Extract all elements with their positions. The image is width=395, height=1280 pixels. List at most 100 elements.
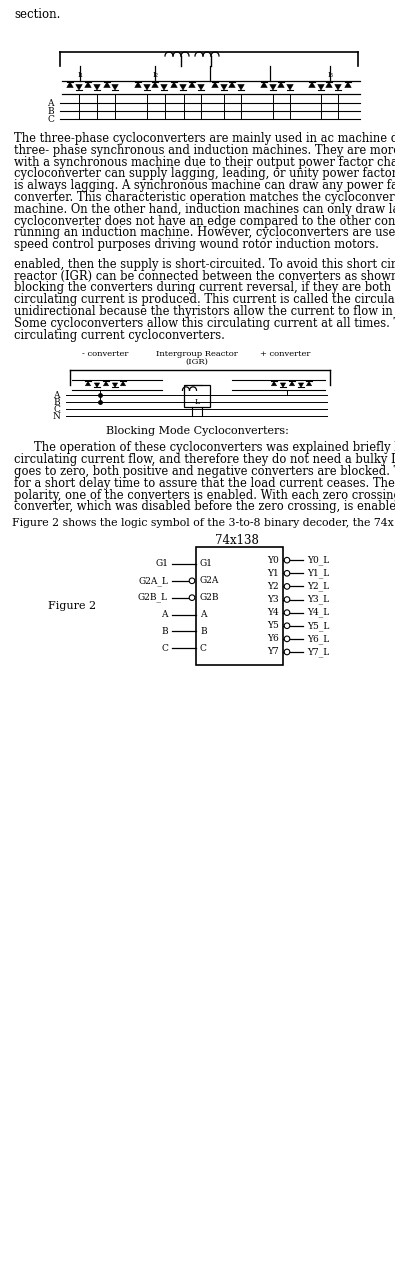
Polygon shape xyxy=(94,383,100,388)
Text: A: A xyxy=(53,390,60,399)
Polygon shape xyxy=(270,84,276,90)
Text: polarity, one of the converters is enabled. With each zero crossing of the curre: polarity, one of the converters is enabl… xyxy=(14,489,395,502)
Circle shape xyxy=(284,609,290,616)
Polygon shape xyxy=(161,84,167,90)
Polygon shape xyxy=(280,383,286,388)
Bar xyxy=(196,547,283,666)
Text: I₃: I₃ xyxy=(328,70,334,79)
Polygon shape xyxy=(85,381,90,385)
Text: Y3_L: Y3_L xyxy=(307,595,329,604)
Bar xyxy=(184,385,210,407)
Text: B: B xyxy=(47,106,54,115)
Circle shape xyxy=(284,596,290,603)
Text: Y6_L: Y6_L xyxy=(307,634,329,644)
Text: Y3: Y3 xyxy=(267,595,279,604)
Circle shape xyxy=(284,571,290,576)
Text: circulating current flow, and therefore they do not need a bulky IGR. When the c: circulating current flow, and therefore … xyxy=(14,453,395,466)
Text: Figure 2: Figure 2 xyxy=(48,602,96,611)
Text: B: B xyxy=(162,627,168,636)
Circle shape xyxy=(284,636,290,641)
Text: - converter: - converter xyxy=(82,351,128,358)
Polygon shape xyxy=(104,82,110,87)
Text: L: L xyxy=(194,398,199,406)
Polygon shape xyxy=(318,84,324,90)
Text: Figure 2 shows the logic symbol of the 3-to-8 binary decoder, the 74x138.: Figure 2 shows the logic symbol of the 3… xyxy=(12,518,395,529)
Text: Y1: Y1 xyxy=(267,568,279,577)
Text: G2A: G2A xyxy=(200,576,219,585)
Text: circulating current is produced. This current is called the circulating current.: circulating current is produced. This cu… xyxy=(14,293,395,306)
Text: for a short delay time to assure that the load current ceases. Then, depending o: for a short delay time to assure that th… xyxy=(14,476,395,490)
Circle shape xyxy=(284,649,290,655)
Text: Y0: Y0 xyxy=(267,556,279,564)
Text: G1: G1 xyxy=(200,559,213,568)
Polygon shape xyxy=(67,82,73,87)
Text: Y7_L: Y7_L xyxy=(307,648,329,657)
Text: Y7: Y7 xyxy=(267,648,279,657)
Polygon shape xyxy=(212,82,218,87)
Polygon shape xyxy=(298,383,304,388)
Text: section.: section. xyxy=(14,8,60,20)
Polygon shape xyxy=(261,82,267,87)
Polygon shape xyxy=(171,82,177,87)
Text: G1: G1 xyxy=(155,559,168,568)
Text: Blocking Mode Cycloconverters:: Blocking Mode Cycloconverters: xyxy=(105,426,288,436)
Text: G2A_L: G2A_L xyxy=(138,576,168,586)
Text: Y2: Y2 xyxy=(267,582,279,591)
Circle shape xyxy=(189,595,195,600)
Text: converter. This characteristic operation matches the cycloconverter to the synch: converter. This characteristic operation… xyxy=(14,191,395,204)
Text: The three-phase cycloconverters are mainly used in ac machine drive systems runn: The three-phase cycloconverters are main… xyxy=(14,132,395,145)
Polygon shape xyxy=(221,84,227,90)
Circle shape xyxy=(284,623,290,628)
Text: G2B_L: G2B_L xyxy=(138,593,168,603)
Circle shape xyxy=(284,584,290,589)
Text: circulating current cycloconverters.: circulating current cycloconverters. xyxy=(14,329,225,342)
Text: is always lagging. A synchronous machine can draw any power factor current from : is always lagging. A synchronous machine… xyxy=(14,179,395,192)
Polygon shape xyxy=(326,82,332,87)
Polygon shape xyxy=(113,383,118,388)
Text: cycloconverter does not have an edge compared to the other converters in this as: cycloconverter does not have an edge com… xyxy=(14,215,395,228)
Text: Y6: Y6 xyxy=(267,635,279,644)
Text: C: C xyxy=(47,114,54,123)
Polygon shape xyxy=(189,82,195,87)
Text: machine. On the other hand, induction machines can only draw lagging current, so: machine. On the other hand, induction ma… xyxy=(14,202,395,216)
Polygon shape xyxy=(309,82,315,87)
Polygon shape xyxy=(103,381,109,385)
Text: A: A xyxy=(200,611,207,620)
Text: Y4_L: Y4_L xyxy=(307,608,329,617)
Text: Intergroup Reactor: Intergroup Reactor xyxy=(156,351,238,358)
Polygon shape xyxy=(76,84,82,90)
Text: (IGR): (IGR) xyxy=(186,357,209,365)
Text: running an induction machine. However, cycloconverters are used in Scherbius dri: running an induction machine. However, c… xyxy=(14,227,395,239)
Polygon shape xyxy=(85,82,91,87)
Text: Y5_L: Y5_L xyxy=(307,621,329,631)
Polygon shape xyxy=(180,84,186,90)
Circle shape xyxy=(284,557,290,563)
Polygon shape xyxy=(198,84,204,90)
Polygon shape xyxy=(345,82,351,87)
Text: N: N xyxy=(52,412,60,421)
Text: Y1_L: Y1_L xyxy=(307,568,329,579)
Polygon shape xyxy=(135,82,141,87)
Text: C: C xyxy=(53,404,60,413)
Text: Y4: Y4 xyxy=(267,608,279,617)
Text: A: A xyxy=(47,99,54,108)
Text: goes to zero, both positive and negative converters are blocked. The converters : goes to zero, both positive and negative… xyxy=(14,465,395,477)
Polygon shape xyxy=(112,84,118,90)
Text: Y5: Y5 xyxy=(267,621,279,630)
Text: with a synchronous machine due to their output power factor characteristics. A: with a synchronous machine due to their … xyxy=(14,156,395,169)
Text: B: B xyxy=(53,398,60,407)
Text: I₂: I₂ xyxy=(153,70,159,79)
Polygon shape xyxy=(94,84,100,90)
Text: + converter: + converter xyxy=(260,351,310,358)
Polygon shape xyxy=(290,381,295,385)
Text: Y2_L: Y2_L xyxy=(307,581,329,591)
Text: Y0_L: Y0_L xyxy=(307,556,329,564)
Text: G2B: G2B xyxy=(200,593,220,602)
Text: speed control purposes driving wound rotor induction motors.: speed control purposes driving wound rot… xyxy=(14,238,379,251)
Text: Some cycloconverters allow this circulating current at all times. These are call: Some cycloconverters allow this circulat… xyxy=(14,316,395,330)
Polygon shape xyxy=(144,84,150,90)
Text: three- phase synchronous and induction machines. They are more advantageous when: three- phase synchronous and induction m… xyxy=(14,143,395,156)
Polygon shape xyxy=(271,381,276,385)
Text: The operation of these cycloconverters was explained briefly before. They do not: The operation of these cycloconverters w… xyxy=(34,442,395,454)
Polygon shape xyxy=(335,84,341,90)
